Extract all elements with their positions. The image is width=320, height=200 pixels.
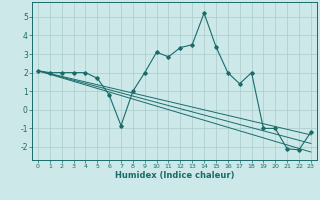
X-axis label: Humidex (Indice chaleur): Humidex (Indice chaleur) xyxy=(115,171,234,180)
